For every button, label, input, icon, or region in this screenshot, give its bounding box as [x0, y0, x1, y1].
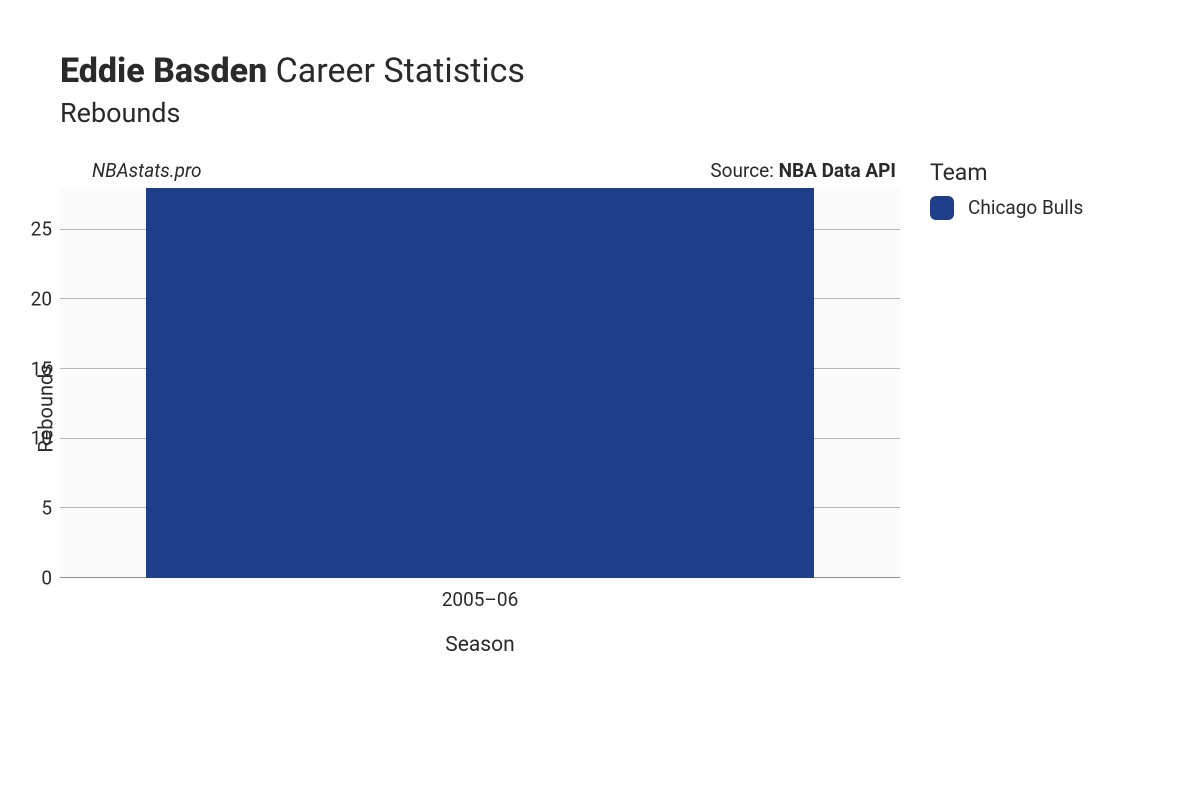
plot-column: NBAstats.pro Source: NBA Data API 051015… [60, 159, 900, 657]
x-axis-title: Season [60, 611, 900, 657]
legend-item-label: Chicago Bulls [968, 196, 1083, 219]
y-tick-label: 25 [0, 218, 52, 241]
title-light: Career Statistics [267, 51, 525, 91]
plot-area [60, 188, 900, 578]
legend-swatch [930, 196, 954, 220]
x-tick-label: 2005–06 [60, 578, 900, 611]
credits-site: NBAstats.pro [92, 159, 202, 182]
legend-item: Chicago Bulls [930, 196, 1083, 220]
y-tick-label: 20 [0, 287, 52, 310]
page-title: Eddie Basden Career Statistics [60, 50, 1140, 93]
y-tick-label: 0 [0, 566, 52, 589]
page-subtitle: Rebounds [60, 97, 1140, 129]
y-tick-label: 15 [0, 357, 52, 380]
title-bold: Eddie Basden [60, 51, 267, 91]
legend-title: Team [930, 159, 1083, 186]
y-tick-label: 10 [0, 427, 52, 450]
credits-row: NBAstats.pro Source: NBA Data API [60, 159, 900, 188]
bar [146, 188, 814, 578]
credits-source: Source: NBA Data API [710, 159, 896, 182]
legend: Team Chicago Bulls [930, 159, 1083, 657]
chart-container: Rebounds NBAstats.pro Source: NBA Data A… [60, 159, 1140, 657]
y-tick-label: 5 [0, 496, 52, 519]
